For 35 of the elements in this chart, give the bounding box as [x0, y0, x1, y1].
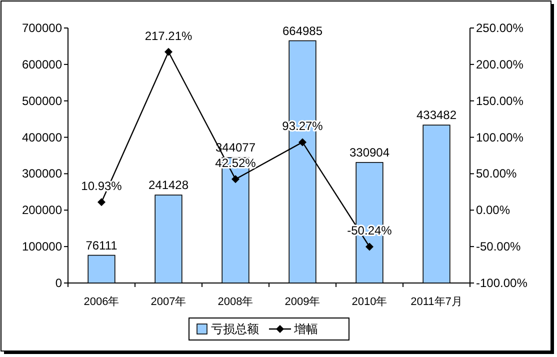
y-tick-label: 200000 — [22, 203, 62, 218]
point — [366, 242, 374, 251]
y2-tick-label: 50.00% — [476, 166, 518, 181]
data-label: 217.21% — [144, 28, 193, 43]
point — [298, 138, 306, 146]
y-tick-label: 700000 — [22, 21, 62, 35]
x-tick-label: 2006年 — [84, 296, 120, 308]
y2-tick-label: 100.00% — [476, 130, 524, 144]
point — [98, 198, 106, 206]
y-tick-label: 100000 — [22, 240, 62, 254]
y-tick-label: 600000 — [22, 57, 62, 72]
x-tick-label: 2010年 — [352, 296, 388, 308]
x-tick-label: 2007年 — [150, 296, 186, 308]
y-tick-label: 500000 — [22, 94, 62, 108]
x-tick-label: 2011年7月 — [410, 296, 462, 308]
y2-tick-label: -50.00% — [476, 240, 522, 254]
y2-tick-label: -100.00% — [476, 276, 528, 290]
y2-tick-label: 0.00% — [476, 203, 510, 218]
legend-label: 亏损总额 — [211, 322, 259, 336]
legend-label: 增幅 — [293, 322, 318, 336]
data-label: 433482 — [416, 108, 457, 122]
y-tick-label: 300000 — [22, 166, 62, 181]
y-tick-label: 0 — [55, 276, 62, 290]
y2-tick-label: 250.00% — [476, 21, 524, 35]
data-label: 664985 — [282, 24, 323, 38]
x-tick-label: 2009年 — [284, 296, 320, 308]
point — [164, 48, 172, 56]
data-label: 241428 — [148, 178, 189, 192]
y2-tick-label: 200.00% — [476, 57, 524, 72]
data-label: 76111 — [86, 238, 118, 252]
data-label: 330904 — [349, 145, 390, 160]
y2-tick-label: 150.00% — [476, 94, 524, 108]
point — [232, 175, 240, 184]
y-tick-label: 400000 — [22, 130, 62, 144]
x-tick-label: 2008年 — [218, 296, 254, 308]
